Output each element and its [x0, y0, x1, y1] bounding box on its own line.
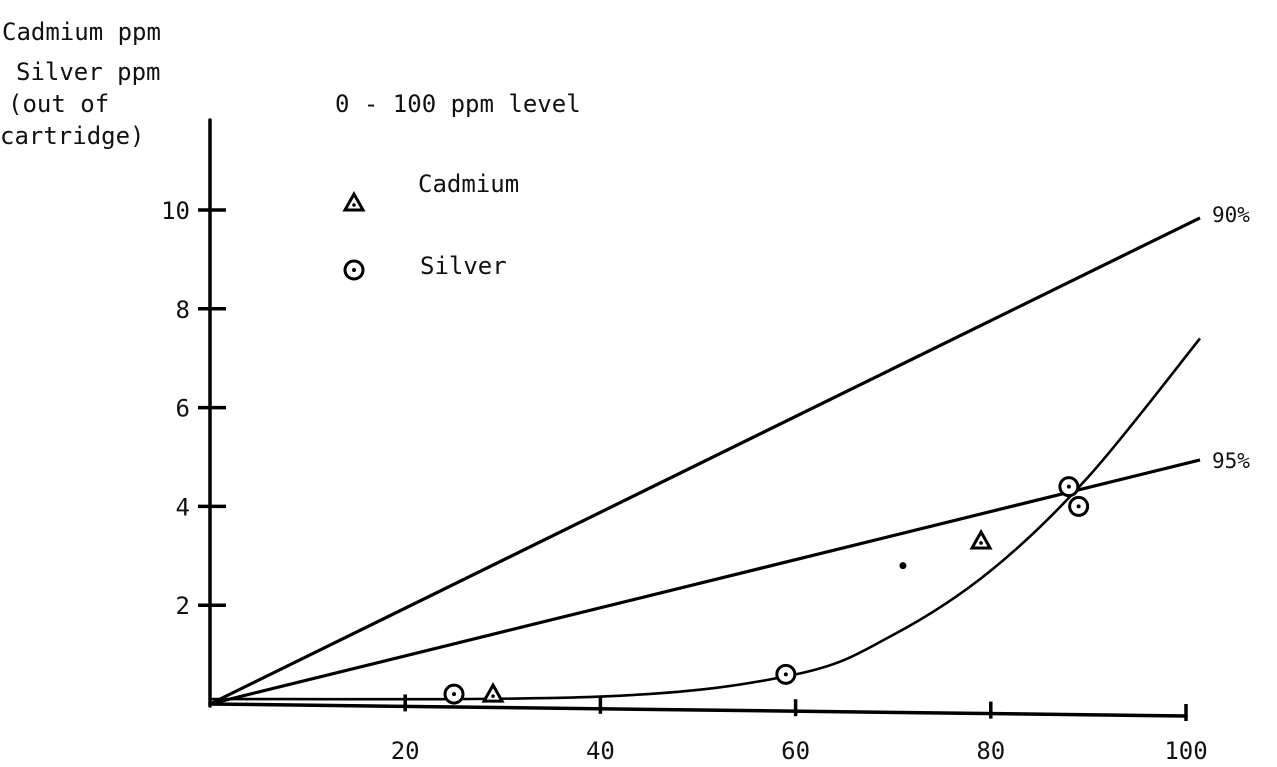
legend: Cadmium Silver — [342, 170, 519, 281]
reference-line-0 — [209, 216, 1201, 706]
y-tick-label-10: 10 — [161, 197, 190, 225]
silver-point-2 — [1058, 476, 1080, 498]
stray-point-0 — [899, 562, 907, 570]
y-axis-title-line-4: cartridge) — [0, 122, 145, 150]
axes — [208, 118, 1188, 718]
ticks: 2 4 6 8 10 20 40 60 80 100 — [161, 197, 1208, 765]
legend-label-silver: Silver — [420, 252, 507, 280]
x-tick-label-40: 40 — [586, 737, 615, 765]
x-tick-label-20: 20 — [391, 737, 420, 765]
y-axis-title-line-2: Silver ppm — [16, 58, 161, 86]
silver-point-1 — [775, 663, 797, 685]
y-tick-label-6: 6 — [176, 395, 190, 423]
data-points — [443, 476, 1090, 705]
fitted-curve-path — [209, 337, 1202, 701]
legend-label-cadmium: Cadmium — [418, 170, 519, 198]
y-axis-title-line-3: (out of — [8, 90, 109, 118]
reference-line-label-1: 95% — [1212, 449, 1250, 473]
x-axis-line — [208, 702, 1188, 718]
y-tick-label-4: 4 — [176, 493, 190, 521]
x-tick-label-80: 80 — [976, 737, 1005, 765]
chart-title: 0 - 100 ppm level — [335, 90, 581, 118]
reference-lines: 90% 95% — [209, 203, 1250, 706]
silver-point-0 — [443, 683, 465, 705]
legend-marker-silver-icon — [343, 259, 365, 281]
y-tick-label-2: 2 — [176, 592, 190, 620]
y-tick-label-8: 8 — [176, 296, 190, 324]
reference-line-1 — [209, 458, 1201, 706]
y-axis-title: Cadmium ppm Silver ppm (out of cartridge… — [0, 18, 161, 150]
x-tick-label-100: 100 — [1164, 737, 1207, 765]
legend-marker-cadmium-icon — [342, 190, 366, 212]
reference-line-label-0: 90% — [1212, 203, 1250, 227]
cadmium-point-1 — [969, 528, 993, 550]
fitted-curve — [209, 337, 1202, 701]
cadmium-point-0 — [481, 682, 505, 703]
y-axis-title-line-1: Cadmium ppm — [2, 18, 161, 46]
x-tick-label-60: 60 — [781, 737, 810, 765]
silver-point-3 — [1068, 495, 1090, 517]
